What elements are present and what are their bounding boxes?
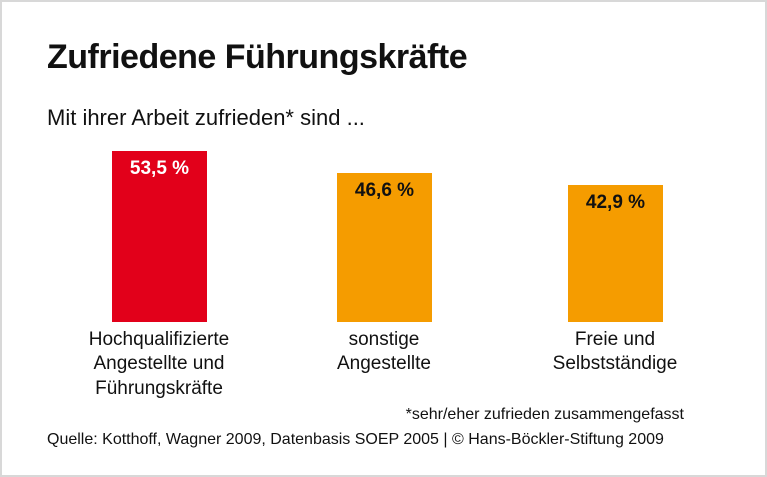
- category-label-hochqualifizierte: Hochqualifizierte Angestellte und Führun…: [88, 329, 230, 399]
- bar-sonstige-angestellte: 46,6 %: [337, 173, 432, 322]
- category-label-freie-selbststaendige: Freie und Selbstständige: [552, 329, 678, 375]
- bar-value-label: 53,5 %: [129, 158, 190, 179]
- bar-chart: 53,5 % 46,6 % 42,9 %: [2, 130, 765, 322]
- chart-subtitle: Mit ihrer Arbeit zufrieden* sind ...: [47, 105, 365, 130]
- bar-freie-selbststaendige: 42,9 %: [568, 185, 663, 322]
- bar-value-label: 46,6 %: [354, 180, 415, 201]
- category-label-sonstige-angestellte: sonstige Angestellte: [336, 329, 431, 375]
- bar-value-label: 42,9 %: [585, 192, 646, 213]
- footnote: *sehr/eher zufrieden zusammengefasst: [405, 406, 684, 423]
- chart-title: Zufriedene Führungskräfte: [47, 38, 468, 76]
- bar-hochqualifizierte: 53,5 %: [112, 151, 207, 322]
- source-credit: Quelle: Kotthoff, Wagner 2009, Datenbasi…: [47, 431, 664, 448]
